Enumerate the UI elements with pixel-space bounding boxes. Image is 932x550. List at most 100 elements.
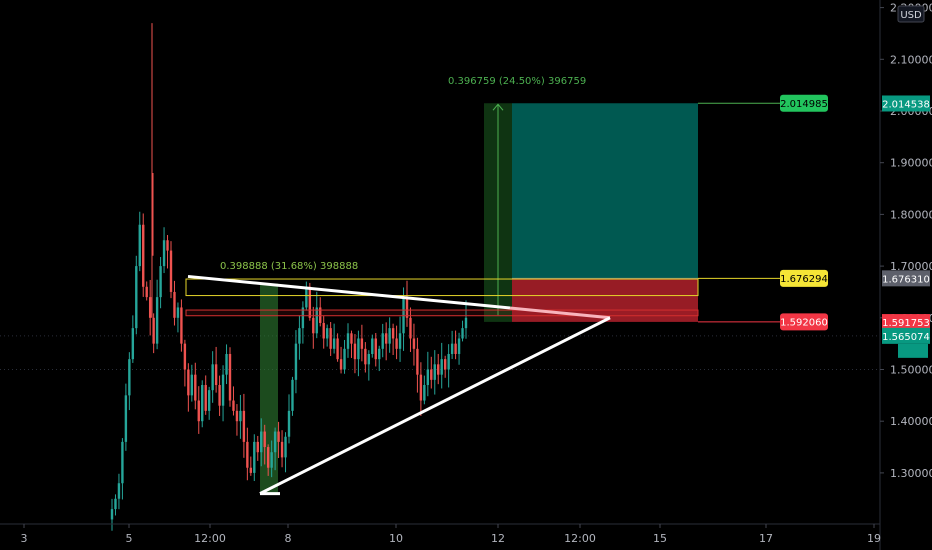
- candle-body: [221, 374, 225, 406]
- candle-body: [395, 338, 398, 349]
- countdown-badge: [898, 343, 928, 358]
- price-badge-bg: [882, 327, 930, 344]
- measure-rise-arrowhead: [492, 103, 504, 111]
- candle-body: [197, 400, 200, 422]
- candle-body: [211, 364, 214, 391]
- price-badge-bg: [882, 314, 930, 331]
- candle-body: [242, 410, 246, 442]
- candle-body: [232, 400, 235, 411]
- candle-body: [194, 374, 197, 401]
- candle-body: [117, 483, 121, 499]
- candle-body: [207, 390, 211, 411]
- candle-body: [128, 359, 131, 396]
- candle-body: [360, 338, 364, 349]
- svg-text:2.014985: 2.014985: [780, 99, 828, 110]
- candle-body: [162, 240, 166, 267]
- candle-body: [145, 286, 148, 298]
- candle-body: [214, 364, 218, 386]
- candle-body: [173, 291, 176, 318]
- candle-body: [201, 385, 204, 422]
- price-badge-bg: [882, 270, 930, 287]
- price-tick-label: 1.700000: [890, 260, 932, 273]
- candle-body: [277, 431, 280, 442]
- candle-body: [398, 333, 402, 349]
- candle-body: [353, 343, 357, 360]
- candles: [110, 23, 468, 531]
- price-badge-bg: [882, 95, 930, 112]
- candle-body: [155, 297, 159, 344]
- time-tick-label: 19: [867, 532, 881, 545]
- candle-body: [183, 343, 187, 370]
- candle-body: [405, 297, 409, 318]
- candle-body: [110, 509, 114, 520]
- candle-body: [280, 441, 284, 458]
- position-target-zone[interactable]: [512, 103, 698, 279]
- candle-body: [409, 317, 412, 339]
- svg-text:USD: USD: [900, 10, 922, 21]
- candle-body: [433, 364, 436, 380]
- candle-body: [253, 441, 256, 473]
- candle-body: [148, 297, 152, 318]
- candle-body: [138, 224, 141, 267]
- candle-body: [287, 410, 291, 437]
- candle-body: [121, 441, 124, 484]
- candle-body: [152, 317, 155, 344]
- stop-label[interactable]: 1.592060: [780, 313, 828, 331]
- candle-body: [131, 328, 135, 360]
- time-tick-label: 3: [21, 532, 28, 545]
- candle-body: [266, 447, 270, 468]
- candle-body: [294, 343, 298, 380]
- candle-body: [378, 348, 381, 360]
- candle-body: [260, 431, 263, 453]
- candle-body: [391, 328, 395, 339]
- candle-body: [367, 353, 371, 365]
- candle-body: [346, 333, 350, 349]
- candle-body: [430, 369, 433, 380]
- candle-body: [447, 353, 450, 370]
- triangle-lower-line[interactable]: [259, 316, 611, 495]
- candle-body: [381, 333, 384, 349]
- entry-label[interactable]: 1.676294: [780, 269, 828, 287]
- candle-body: [315, 307, 318, 334]
- candle-body: [124, 395, 128, 442]
- resistance-zone-lower[interactable]: [185, 309, 699, 317]
- price-badges: 2.014538 1.676310 1.591753 1.565074: [882, 95, 930, 344]
- price-badge-label: 1.676310: [882, 274, 930, 285]
- candle-body: [180, 307, 183, 344]
- candle-body: [187, 369, 190, 396]
- triangle-upper-line[interactable]: [187, 274, 511, 310]
- currency-badge[interactable]: USD: [897, 5, 925, 23]
- candle-body: [325, 328, 329, 339]
- svg-text:1.676294: 1.676294: [780, 274, 828, 285]
- price-tick-label: 1.300000: [890, 467, 932, 480]
- price-tick-label: 1.800000: [890, 208, 932, 221]
- target-label[interactable]: 2.014985: [780, 94, 828, 112]
- candle-body: [235, 410, 239, 422]
- candle-body: [329, 328, 332, 349]
- time-tick-label: 12: [491, 532, 505, 545]
- candle-body: [416, 348, 419, 375]
- candle-body: [332, 338, 336, 349]
- candle-body: [166, 240, 169, 251]
- candle-body: [402, 297, 405, 334]
- price-tick-label: 2.100000: [890, 53, 932, 66]
- time-axis[interactable]: 3 5 12:00 8 10 12 12:00 15 17 19: [21, 524, 882, 545]
- measure-rise-label: 0.396759 (24.50%) 396759: [448, 76, 586, 87]
- candle-body: [339, 359, 343, 370]
- candle-body: [190, 374, 194, 396]
- candle-body: [388, 328, 391, 344]
- candle-body: [419, 374, 423, 401]
- price-badge-label: 1.565074: [882, 332, 930, 343]
- triangle-upper-line-end[interactable]: [509, 306, 611, 320]
- candle-body: [457, 338, 461, 354]
- candle-body: [440, 359, 443, 375]
- price-badge-label: 1.591753: [882, 318, 930, 329]
- candle-body: [135, 266, 138, 329]
- candle-body: [443, 359, 447, 370]
- price-tick-label: 1.500000: [890, 364, 932, 377]
- position-stop-zone[interactable]: [512, 278, 698, 322]
- candle-body: [461, 328, 464, 339]
- candle-body: [256, 441, 259, 453]
- resistance-zone-upper[interactable]: [185, 278, 699, 297]
